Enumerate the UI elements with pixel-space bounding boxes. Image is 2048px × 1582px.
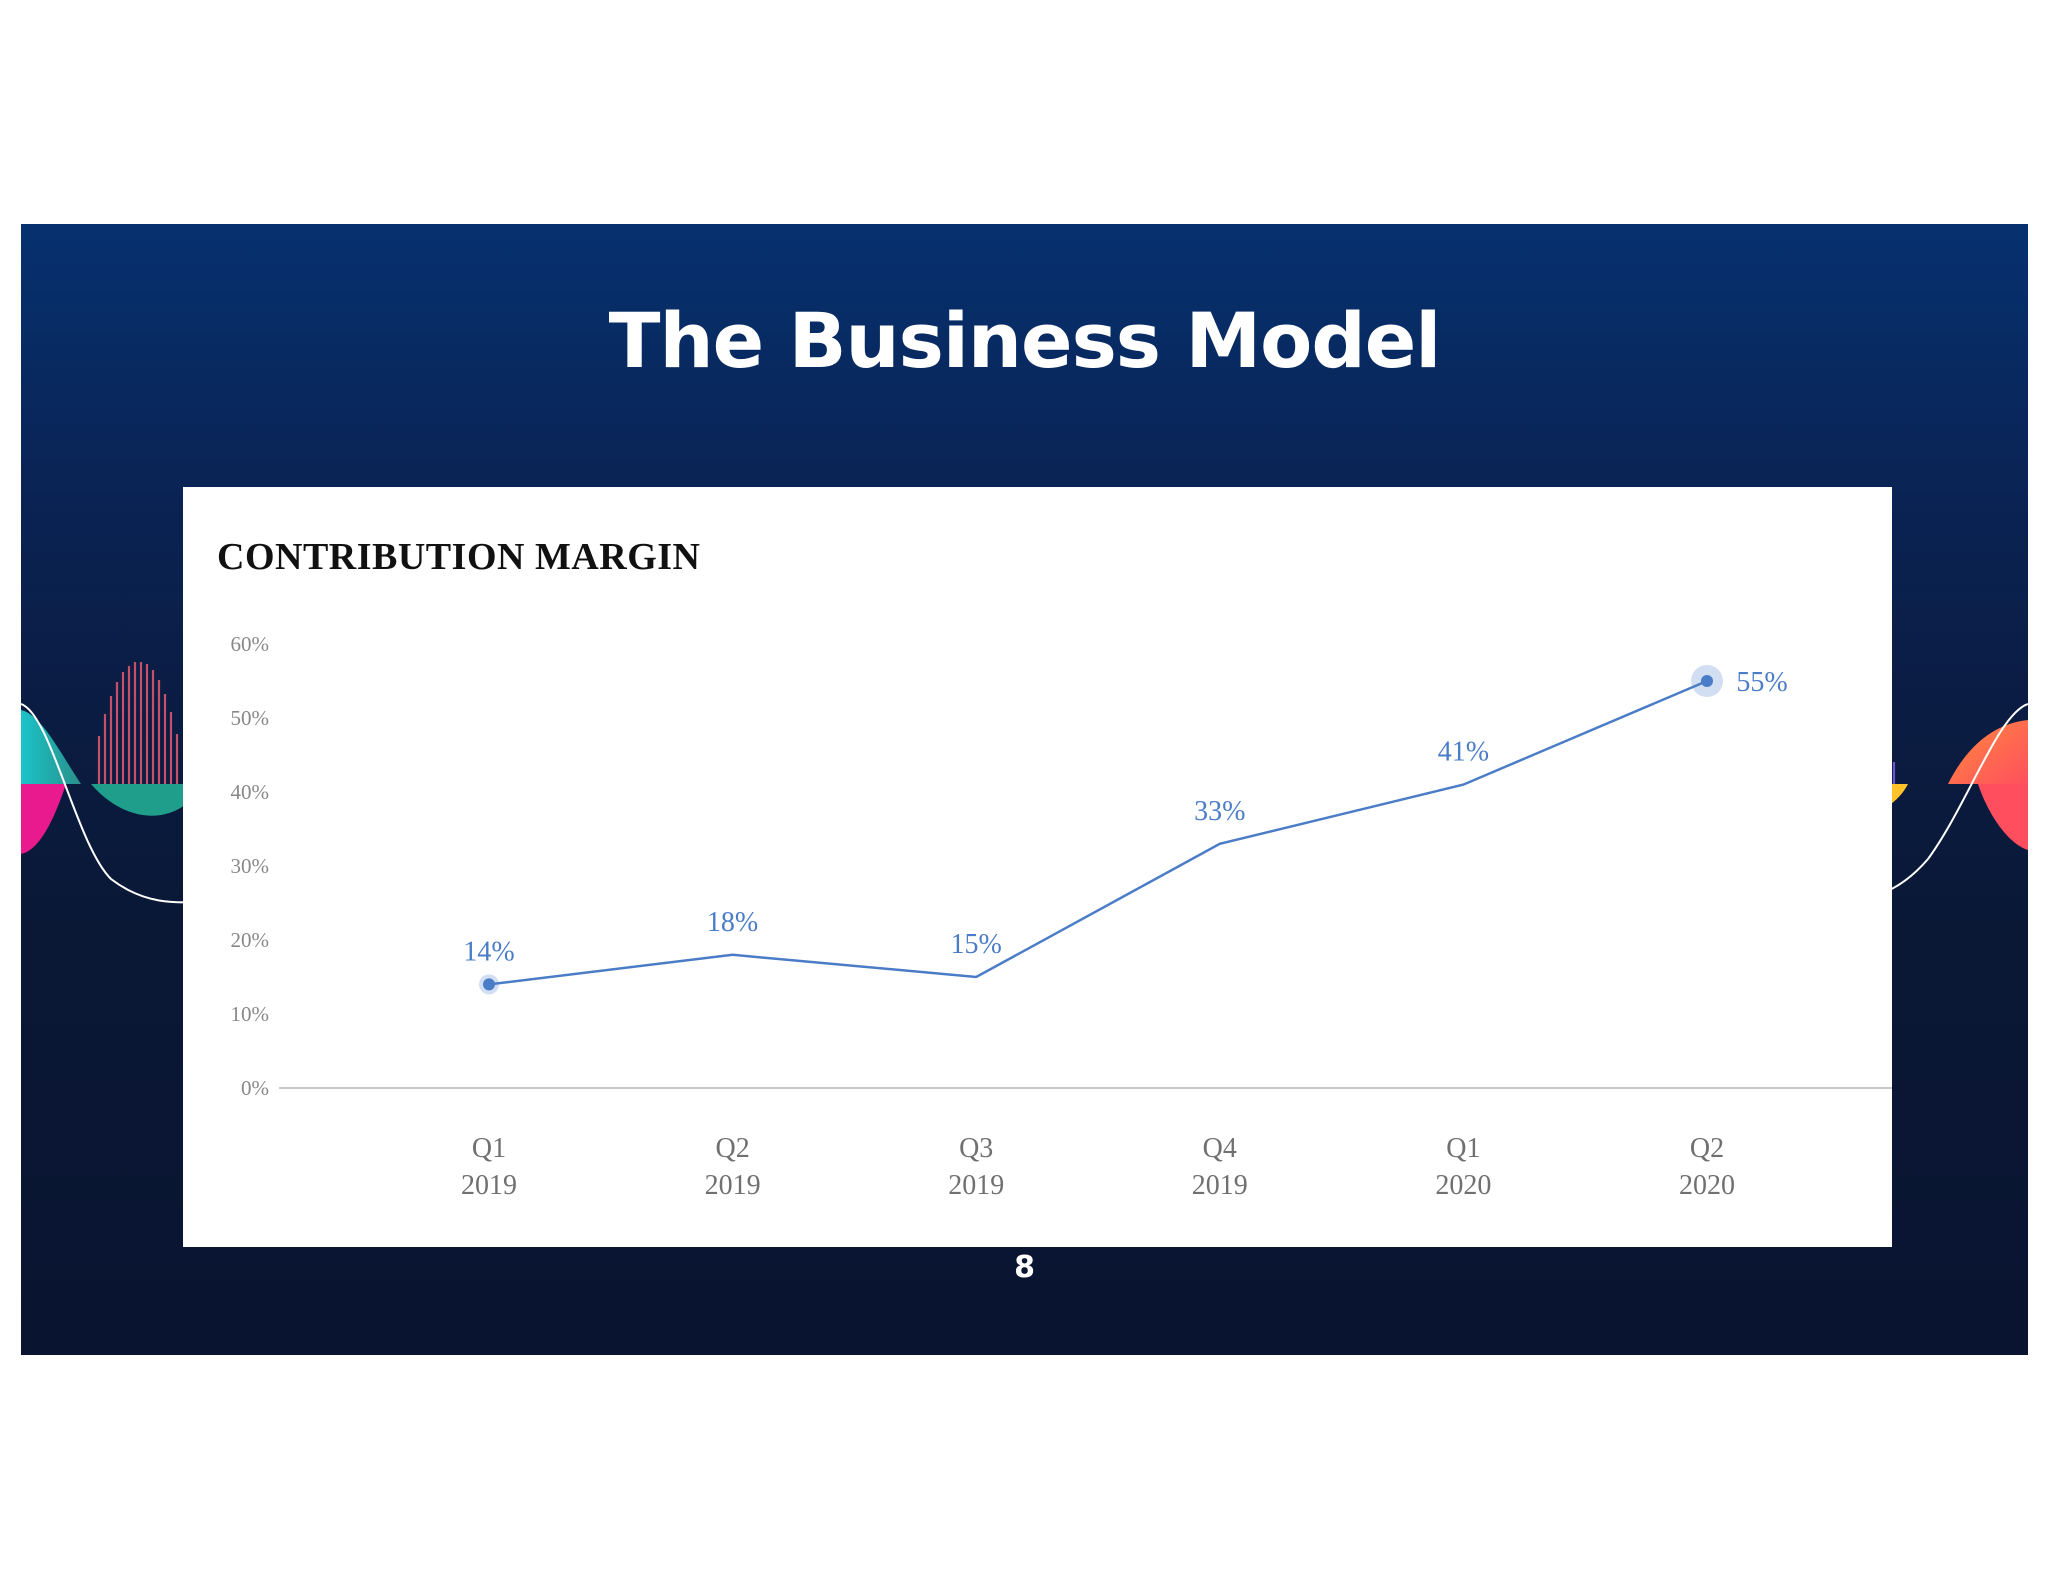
x-tick-label: Q2 xyxy=(715,1133,749,1164)
x-tick-label: 2019 xyxy=(948,1170,1004,1201)
data-label: 41% xyxy=(1438,737,1489,768)
x-tick-label: 2020 xyxy=(1679,1170,1735,1201)
chart-title: CONTRIBUTION MARGIN xyxy=(217,536,701,578)
x-tick-label: 2019 xyxy=(705,1170,761,1201)
data-label: 18% xyxy=(707,907,758,938)
data-point xyxy=(483,978,495,991)
y-tick-label: 60% xyxy=(231,632,270,656)
data-label: 33% xyxy=(1194,796,1245,827)
slide: The Business Model xyxy=(21,224,2028,1355)
x-tick-label: Q2 xyxy=(1690,1133,1724,1164)
data-label: 55% xyxy=(1736,667,1787,698)
x-tick-label: 2020 xyxy=(1435,1170,1491,1201)
y-tick-label: 0% xyxy=(241,1076,269,1100)
y-tick-label: 20% xyxy=(231,928,270,952)
x-tick-label: Q4 xyxy=(1203,1133,1237,1164)
x-tick-label: 2019 xyxy=(461,1170,517,1201)
y-tick-label: 10% xyxy=(231,1002,270,1026)
x-tick-label: Q1 xyxy=(472,1133,506,1164)
data-label: 15% xyxy=(951,929,1002,960)
left-stripes xyxy=(97,662,179,784)
x-tick-label: 2019 xyxy=(1192,1170,1248,1201)
y-tick-label: 50% xyxy=(231,706,270,730)
data-point xyxy=(1701,675,1713,687)
series-line xyxy=(488,679,1708,986)
x-tick-label: Q3 xyxy=(959,1133,993,1164)
x-tick-label: Q1 xyxy=(1446,1133,1480,1164)
y-tick-label: 40% xyxy=(231,780,270,804)
data-label: 14% xyxy=(463,936,514,967)
line-chart: 0% 10% 20% 30% 40% 50% 60% Q1 2019 Q2 2019 Q3 2019 Q4… xyxy=(231,632,1892,1201)
slide-title: The Business Model xyxy=(608,296,1442,385)
page-number: 8 xyxy=(1014,1250,1035,1285)
chart-card: CONTRIBUTION MARGIN 0% 10% 20% 30% 40% 50% 60%… xyxy=(183,487,1892,1247)
y-tick-label: 30% xyxy=(231,854,270,878)
